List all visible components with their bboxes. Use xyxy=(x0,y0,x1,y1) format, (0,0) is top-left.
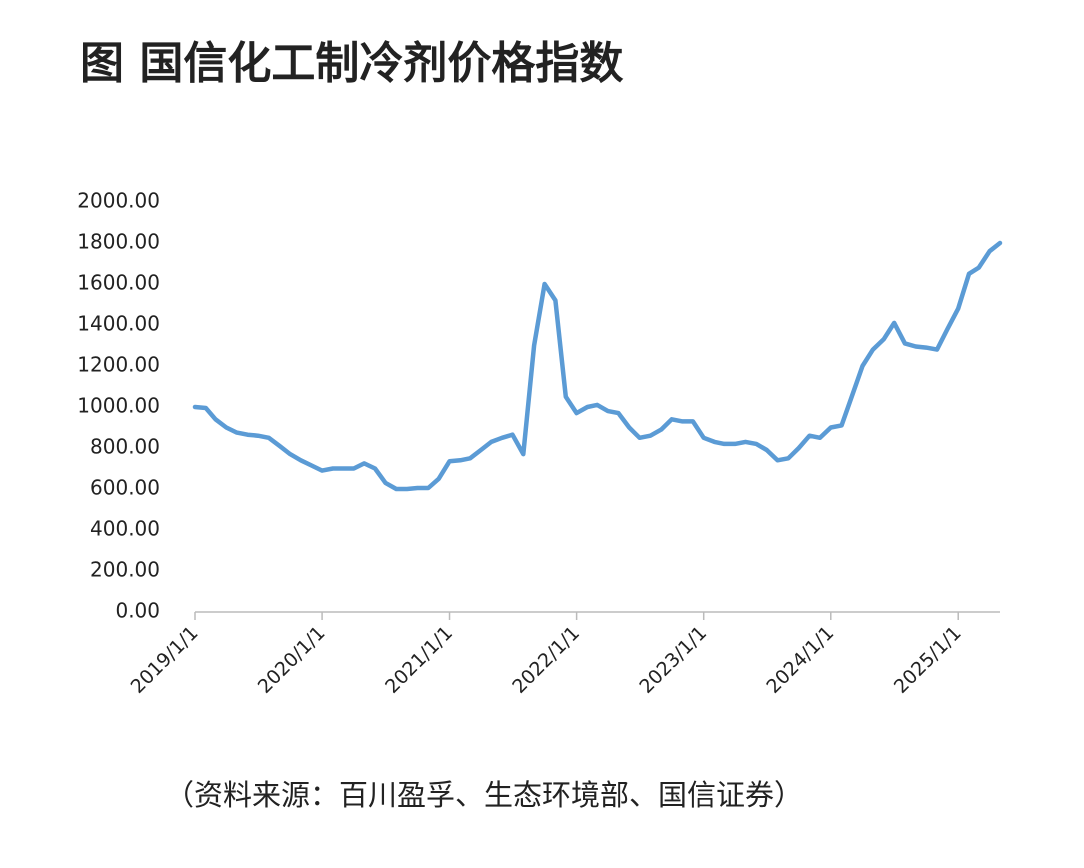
source-note: （资料来源：百川盈孚、生态环境部、国信证券） xyxy=(165,778,803,812)
y-tick-label: 600.00 xyxy=(90,476,160,500)
x-tick-label: 2024/1/1 xyxy=(762,622,838,698)
y-tick-label: 0.00 xyxy=(115,599,160,623)
y-tick-label: 2000.00 xyxy=(77,189,160,213)
x-tick-label: 2019/1/1 xyxy=(127,622,203,698)
y-tick-label: 1800.00 xyxy=(77,230,160,254)
y-tick-label: 200.00 xyxy=(90,558,160,582)
x-tick-label: 2021/1/1 xyxy=(381,622,457,698)
data-line xyxy=(192,240,1003,492)
y-tick-label: 1600.00 xyxy=(77,271,160,295)
x-tick-label: 2023/1/1 xyxy=(635,622,711,698)
chart-title: 图 国信化工制冷剂价格指数 xyxy=(80,38,623,89)
y-tick-label: 800.00 xyxy=(90,435,160,459)
x-tick-label: 2025/1/1 xyxy=(890,622,966,698)
y-tick-label: 1400.00 xyxy=(77,312,160,336)
y-tick-label: 1200.00 xyxy=(77,353,160,377)
y-tick-label: 1000.00 xyxy=(77,394,160,418)
x-tick-label: 2022/1/1 xyxy=(508,622,584,698)
x-tick-label: 2020/1/1 xyxy=(254,622,330,698)
y-tick-label: 400.00 xyxy=(90,517,160,541)
